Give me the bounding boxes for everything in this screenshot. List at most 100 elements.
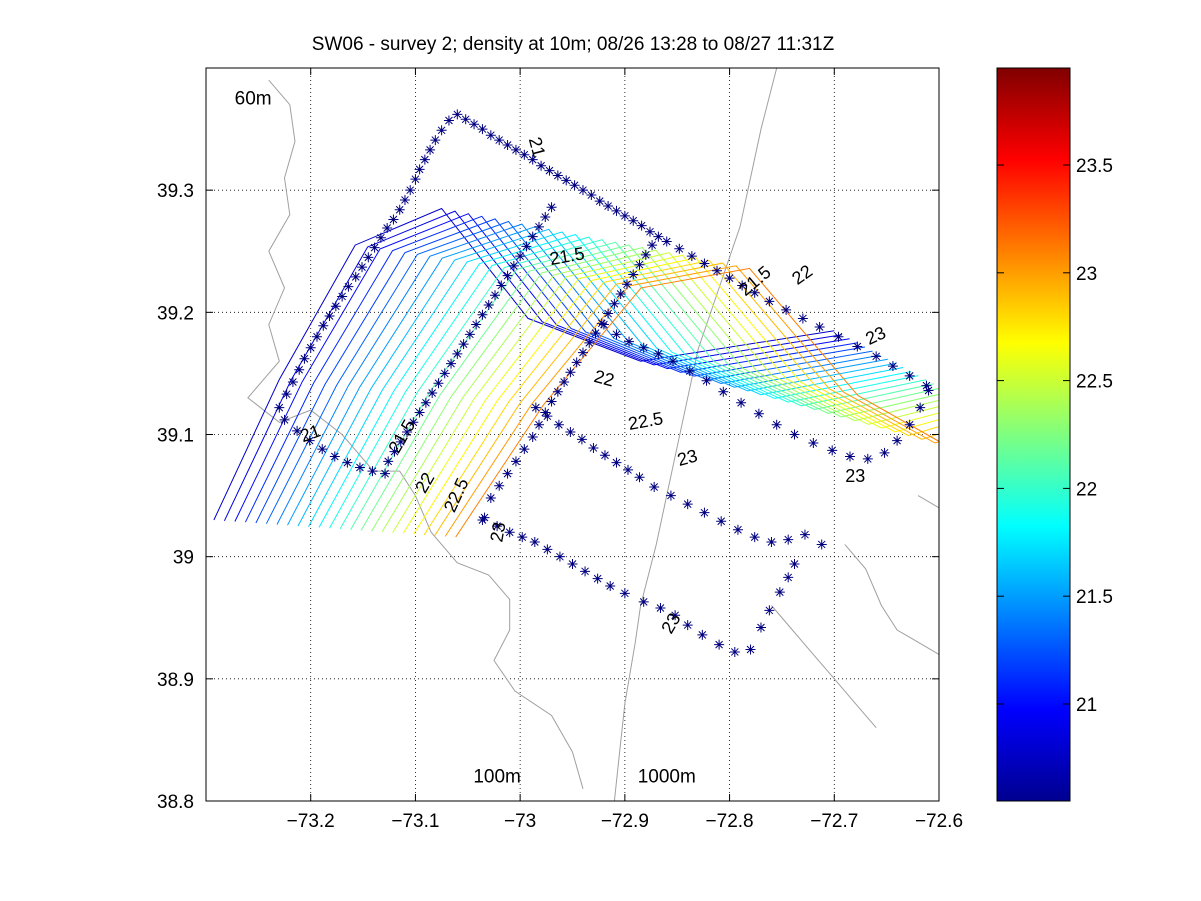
station-marker [904,419,915,430]
station-marker [530,402,541,413]
station-marker [305,342,316,353]
station-marker [904,370,915,381]
station-marker [287,376,298,387]
station-marker [781,304,792,315]
contour-line [434,262,939,536]
y-tick-label: 39 [173,548,194,569]
isobath-line [247,79,584,789]
station-marker [389,446,400,457]
station-marker [419,154,430,165]
station-marker [622,464,633,475]
station-marker [799,529,810,540]
station-marker [367,466,378,477]
isobath-label: 60m [235,89,272,110]
station-marker [299,353,310,364]
station-marker [494,135,505,146]
colorbar-tick-label: 23 [1076,264,1097,285]
station-marker [764,296,775,307]
station-marker [554,551,565,562]
contour-line [213,207,835,521]
station-marker [852,341,863,352]
station-marker [764,605,775,616]
station-marker [611,329,622,340]
station-marker [519,444,530,455]
station-marker [477,309,488,320]
contour-line [423,259,939,536]
x-tick-label: −72.7 [810,811,858,832]
station-marker [382,223,393,234]
station-marker [605,580,616,591]
station-marker [565,427,576,438]
station-marker [446,358,457,369]
station-marker [682,620,693,631]
station-marker [603,201,614,212]
station-marker [388,214,399,225]
station-marker [410,174,421,185]
station-marker [552,170,563,181]
station-marker [536,160,547,171]
isobath-line [844,544,939,655]
station-marker [317,444,328,455]
colorbar-tick-label: 22.5 [1076,372,1113,393]
station-marker [439,368,450,379]
contour-line [276,223,881,525]
station-marker [697,629,708,640]
station-marker [609,298,620,309]
chart-title: SW06 - survey 2; density at 10m; 08/26 1… [312,34,835,55]
station-marker [628,269,639,280]
colorbar-tick-label: 21 [1076,695,1097,716]
station-marker [311,331,322,342]
station-marker [343,281,354,292]
station-marker [402,427,413,438]
station-marker [653,231,664,242]
station-marker [521,241,532,252]
station-marker [510,456,521,467]
station-marker [464,329,475,340]
contour-line [402,254,939,534]
contour-line [350,241,934,530]
station-marker [399,194,410,205]
station-marker [684,365,695,376]
station-marker [766,537,777,548]
x-tick-label: −73.1 [391,811,439,832]
contour-line [381,249,939,533]
station-marker [494,480,505,491]
station-marker [460,114,471,125]
station-marker [546,396,557,407]
contour-line [244,215,858,523]
station-marker [427,387,438,398]
station-marker [729,646,740,657]
y-tick-label: 39.3 [157,181,194,202]
station-marker [661,236,672,247]
station-marker [380,468,391,479]
station-marker [701,375,712,386]
isobath-lines [247,68,939,801]
colorbar-tick-label: 21.5 [1076,587,1113,608]
x-tick-label: −72.6 [915,811,963,832]
station-marker [354,462,365,473]
station-marker [329,451,340,462]
contour-label: 23 [845,466,865,486]
station-marker [783,572,794,583]
station-marker [544,165,555,176]
isobath-line [613,68,778,801]
contour-label: 21 [525,135,550,160]
station-marker [553,419,564,430]
station-marker [414,164,425,175]
station-marker [718,386,729,397]
station-marker [357,262,368,273]
station-marker [542,411,553,422]
y-tick-label: 39.1 [157,426,194,447]
station-marker [433,378,444,389]
station-marker [844,451,855,462]
contour-line [360,244,939,531]
station-marker [755,622,766,633]
contour-line [308,231,904,527]
station-marker [576,434,587,445]
station-marker [567,558,578,569]
colorbar-tick-label: 23.5 [1076,156,1113,177]
station-marker [590,328,601,339]
x-tick-label: −73 [504,811,536,832]
station-marker [736,397,747,408]
